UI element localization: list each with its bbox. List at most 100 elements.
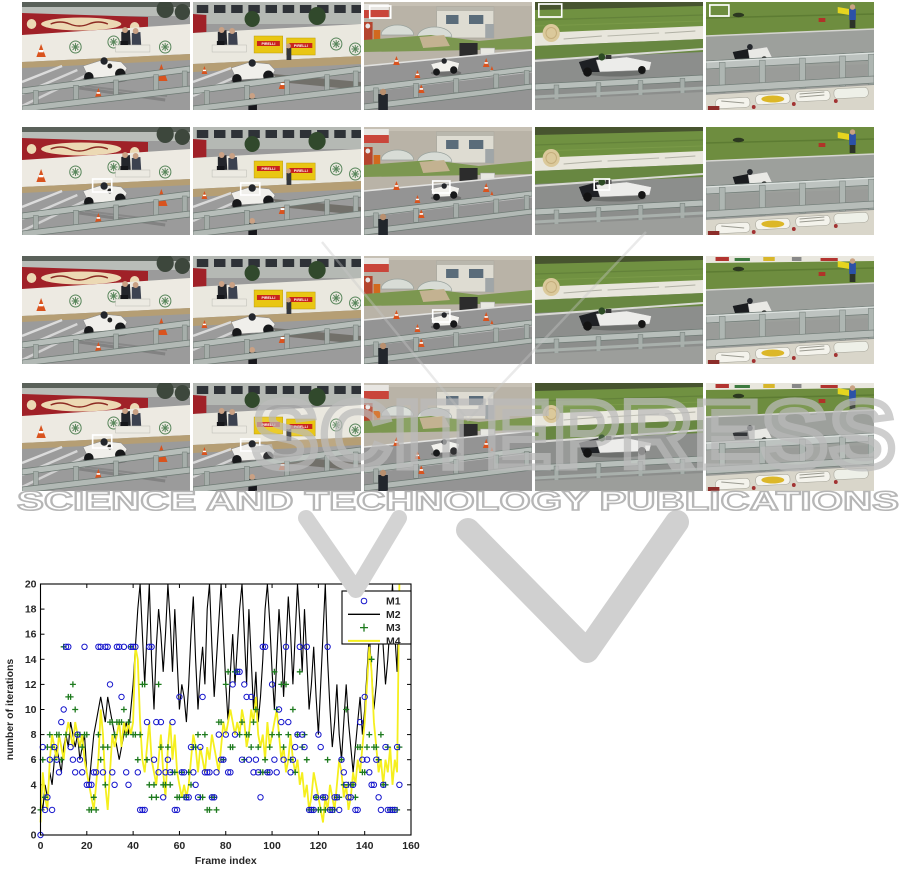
y-tick-label: 0: [31, 830, 37, 842]
sponsor-wheel-logo: [349, 423, 361, 437]
traffic-cone: [482, 439, 490, 448]
y-tick-label: 4: [31, 779, 37, 791]
red-truck: [364, 385, 389, 399]
race-car: [430, 58, 462, 76]
tracking-box: [538, 3, 563, 18]
ad-signs: [707, 211, 869, 235]
x-tick-label: 160: [402, 840, 420, 852]
traffic-cone: [414, 451, 421, 459]
x-tick-label: 0: [38, 840, 44, 852]
legend-label-M3: M3: [386, 622, 401, 634]
traffic-cone: [418, 84, 425, 93]
guardrail: [535, 455, 703, 491]
traffic-cone: [418, 209, 425, 218]
traffic-cone: [201, 191, 208, 199]
sponsor-wheel-logo: [349, 167, 361, 181]
y-tick-label: 20: [25, 579, 37, 591]
traffic-cone: [36, 44, 46, 57]
tracking-box: [431, 180, 451, 194]
y-tick-label: 2: [31, 804, 37, 816]
video-frame-grid: PIRELLI PIRELLI PIRELLI PIRELLI PIRELLI PIREL…: [22, 2, 874, 491]
pit-crew: [211, 152, 247, 178]
x-tick-label: 80: [220, 840, 232, 852]
pit-crew: [211, 27, 247, 53]
race-car: [430, 312, 462, 330]
red-truck: [364, 129, 389, 143]
sponsor-wheel-logo: [158, 165, 172, 179]
series-M1: [37, 643, 403, 839]
sponsor-wheel-logo: [158, 294, 172, 308]
sponsor-wheel-logo: [107, 160, 120, 174]
guardrail: [22, 190, 190, 235]
x-tick-label: 120: [310, 840, 328, 852]
red-truck: [364, 258, 389, 272]
guardrail: [364, 319, 532, 364]
greenhouse: [380, 149, 414, 161]
traffic-cone: [95, 342, 102, 351]
guardrail: [706, 305, 874, 348]
guardrail: [22, 65, 190, 110]
traffic-cone: [482, 183, 490, 192]
greenhouse: [380, 405, 414, 417]
video-frame-r3c5: [706, 256, 874, 364]
video-frame-r1c2: PIRELLI PIRELLI: [193, 2, 361, 110]
sponsor-wheel-logo: [349, 42, 361, 56]
video-frame-r2c3: [364, 127, 532, 235]
sponsor-wheel-logo: [107, 35, 120, 49]
legend-label-M4: M4: [386, 635, 401, 647]
greenhouse: [417, 26, 453, 38]
guardrail: [193, 446, 361, 491]
guardrail: [193, 65, 361, 110]
legend-label-M2: M2: [386, 609, 401, 621]
traffic-cone: [95, 213, 102, 222]
video-frame-r2c5: [706, 127, 874, 235]
sponsor-wheel-logo: [349, 296, 361, 310]
traffic-cone: [418, 338, 425, 347]
guardrail: [535, 199, 703, 235]
x-tick-label: 140: [356, 840, 374, 852]
svg-text:PIRELLI: PIRELLI: [261, 42, 275, 46]
video-frame-r4c2: PIRELLI PIRELLI: [193, 383, 361, 491]
guardrail: [364, 446, 532, 491]
pit-crew: [115, 27, 151, 53]
race-car: [578, 307, 652, 331]
video-frame-r1c5: [706, 2, 874, 110]
race-car: [578, 178, 652, 202]
tracking-box: [368, 5, 392, 19]
guardrail: [535, 328, 703, 364]
traffic-cone: [201, 447, 208, 455]
video-frame-r4c3: [364, 383, 532, 491]
pirelli-banner: PIRELLI PIRELLI: [253, 289, 316, 310]
greenhouse: [380, 24, 414, 36]
sponsor-wheel-logo: [329, 37, 343, 51]
sponsor-wheel-logo: [158, 421, 172, 435]
traffic-cone: [36, 425, 46, 438]
traffic-cone: [95, 88, 102, 97]
race-car: [578, 434, 652, 458]
race-car: [430, 183, 462, 201]
video-frame-r1c3: [364, 2, 532, 110]
tracking-box: [593, 178, 611, 191]
guardrail: [22, 446, 190, 491]
guardrail: [706, 176, 874, 219]
y-axis-label: number of iterations: [4, 659, 16, 761]
svg-text:PIRELLI: PIRELLI: [261, 423, 275, 427]
pit-crew: [115, 152, 151, 178]
traffic-cone: [95, 469, 102, 478]
guardrail: [364, 65, 532, 110]
video-frame-r4c1: [22, 383, 190, 491]
tracking-box: [431, 309, 451, 323]
y-tick-label: 18: [25, 604, 37, 616]
legend-label-M1: M1: [386, 596, 401, 608]
ad-signs: [707, 340, 869, 364]
guardrail: [22, 319, 190, 364]
iterations-chart: 0 20 40 60 80 100 120 140 160 0 2 4 6 8 10 12 14 16 18 20 M1…: [0, 560, 460, 870]
sponsor-wheel-logo: [329, 418, 343, 432]
series-M2: [39, 583, 400, 810]
x-tick-label: 60: [174, 840, 186, 852]
video-frame-r3c1: [22, 256, 190, 364]
white-building: [436, 387, 495, 420]
greenhouse: [417, 280, 453, 292]
